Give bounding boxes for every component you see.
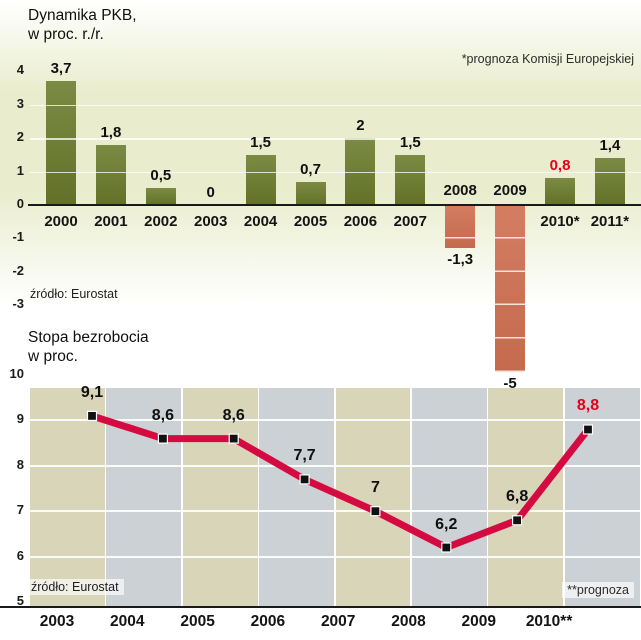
unemployment-value-label: 6,2 bbox=[435, 515, 458, 533]
unemployment-y-axis-tick: 9 bbox=[16, 411, 24, 427]
unemployment-plot-stripe bbox=[30, 388, 105, 607]
gdp-chart-title: Dynamika PKB, bbox=[28, 7, 137, 24]
gdp-bar bbox=[545, 178, 575, 205]
unemployment-gridline bbox=[30, 510, 641, 513]
unemployment-x-axis-label: 2010** bbox=[525, 613, 573, 630]
unemployment-value-label: 6,8 bbox=[506, 488, 529, 506]
unemployment-y-axis-tick: 5 bbox=[16, 593, 24, 608]
gdp-bar-negative bbox=[445, 205, 476, 249]
unemployment-chart-title: Stopa bezrobocia bbox=[28, 329, 149, 346]
unemployment-x-axis-label: 2006 bbox=[250, 613, 286, 630]
gdp-x-axis-label: 2005 bbox=[293, 213, 328, 230]
unemployment-value-label: 8,6 bbox=[222, 406, 245, 424]
gdp-bar-value-label: 1,5 bbox=[250, 133, 272, 151]
unemployment-plot-stripe bbox=[182, 388, 258, 607]
gdp-bar bbox=[395, 154, 426, 205]
gdp-bar-value-label: 1,4 bbox=[599, 137, 621, 155]
gdp-chart-subtitle: w proc. r./r. bbox=[28, 26, 104, 43]
unemployment-x-axis-label: 2009 bbox=[461, 613, 497, 630]
gdp-bar bbox=[345, 138, 376, 205]
gdp-bar bbox=[46, 81, 76, 205]
unemployment-source-label: źródło: Eurostat bbox=[26, 579, 124, 595]
unemployment-x-axis-line bbox=[0, 606, 641, 608]
unemployment-value-label: 9,1 bbox=[80, 383, 104, 401]
gdp-bar bbox=[594, 158, 625, 205]
gdp-x-axis-label: 2002 bbox=[144, 213, 178, 230]
gdp-x-axis-label: 2011* bbox=[590, 213, 630, 230]
unemployment-trend-svg bbox=[86, 410, 594, 553]
unemployment-x-axis-label: 2003 bbox=[39, 613, 75, 630]
gdp-bar bbox=[295, 181, 326, 205]
gdp-y-axis-tick: 3 bbox=[16, 95, 24, 111]
unemployment-gridline bbox=[30, 555, 641, 558]
gdp-x-axis-label: 2001 bbox=[94, 213, 128, 230]
gdp-source-label: źródło: Eurostat bbox=[30, 287, 118, 301]
unemployment-x-axis-label: 2007 bbox=[320, 613, 356, 630]
gdp-y-axis-tick: 2 bbox=[16, 129, 24, 145]
gdp-x-axis-label: 2003 bbox=[194, 213, 228, 230]
unemployment-plot-stripe bbox=[259, 388, 334, 607]
gdp-x-axis-label: 2010* bbox=[540, 213, 580, 230]
unemployment-value-label: 7 bbox=[370, 479, 380, 497]
data-point-marker bbox=[157, 433, 168, 444]
data-point-marker bbox=[512, 515, 523, 526]
gdp-bar-value-label: 0,8 bbox=[549, 157, 571, 175]
unemployment-y-axis-tick: 10 bbox=[9, 366, 24, 381]
gdp-bar-value-label: 1,8 bbox=[100, 123, 122, 141]
unemployment-plot-stripe bbox=[411, 388, 487, 607]
gdp-gridline bbox=[30, 138, 641, 140]
gdp-x-axis-label: 2007 bbox=[393, 213, 427, 230]
gdp-bar-value-label: 0 bbox=[206, 184, 215, 201]
gdp-x-axis-label: 2006 bbox=[343, 213, 378, 230]
gdp-bar-value-label: -5 bbox=[503, 375, 517, 392]
gdp-y-axis-tick: 1 bbox=[16, 162, 24, 178]
unemployment-plot-stripe bbox=[564, 388, 640, 607]
gdp-y-axis-tick: -2 bbox=[12, 262, 24, 278]
data-point-marker bbox=[299, 474, 310, 485]
unemployment-gridline bbox=[30, 464, 641, 467]
gdp-bar-value-label: 0,7 bbox=[300, 160, 321, 178]
gdp-y-axis-tick: -3 bbox=[12, 296, 24, 312]
unemployment-forecast-note: **prognoza bbox=[562, 582, 634, 598]
gdp-x-axis-label: 2008 bbox=[443, 182, 477, 199]
unemployment-trend-line bbox=[88, 412, 592, 551]
data-point-marker bbox=[370, 506, 381, 517]
unemployment-value-label: 7,7 bbox=[293, 447, 316, 465]
data-point-marker bbox=[228, 433, 239, 444]
unemployment-x-axis-label: 2005 bbox=[180, 613, 215, 630]
unemployment-gridline bbox=[30, 419, 641, 422]
gdp-x-axis-label: 2000 bbox=[44, 213, 78, 230]
gdp-bar-negative bbox=[495, 205, 526, 372]
gdp-bar-value-label: 0,5 bbox=[150, 167, 172, 185]
gdp-x-axis-label: 2009 bbox=[493, 182, 527, 199]
unemployment-chart-subtitle: w proc. bbox=[28, 348, 78, 365]
unemployment-y-axis-tick: 7 bbox=[16, 502, 24, 518]
unemployment-value-label: 8,6 bbox=[151, 406, 174, 424]
gdp-zero-axis-line bbox=[28, 204, 641, 206]
gdp-bar bbox=[245, 154, 276, 205]
gdp-bar-value-label: -1,3 bbox=[447, 251, 474, 269]
unemployment-y-axis-tick: 6 bbox=[16, 547, 24, 563]
unemployment-plot-stripe bbox=[488, 388, 564, 607]
gdp-y-axis-tick: -1 bbox=[12, 229, 24, 245]
gdp-gridline bbox=[30, 104, 641, 107]
data-point-marker bbox=[582, 424, 594, 435]
gdp-bar-value-label: 2 bbox=[356, 117, 365, 135]
gdp-forecast-note: *prognoza Komisji Europejskiej bbox=[461, 52, 634, 66]
gdp-bar-value-label: 1,5 bbox=[399, 133, 421, 151]
gdp-bar bbox=[95, 144, 126, 205]
gdp-y-axis-tick: 0 bbox=[16, 196, 24, 211]
data-point-marker bbox=[441, 542, 452, 553]
gdp-gridline bbox=[30, 171, 641, 174]
gdp-bar bbox=[145, 188, 176, 205]
unemployment-y-axis-tick: 8 bbox=[16, 456, 24, 472]
unemployment-value-label: 8,8 bbox=[576, 397, 600, 415]
gdp-y-axis-tick: 4 bbox=[16, 62, 24, 78]
gdp-bar-value-label: 3,7 bbox=[50, 60, 72, 78]
data-point-marker bbox=[86, 410, 98, 422]
gdp-x-axis-label: 2004 bbox=[243, 213, 278, 230]
unemployment-x-axis-label: 2008 bbox=[391, 613, 426, 630]
unemployment-x-axis-label: 2004 bbox=[110, 613, 145, 630]
